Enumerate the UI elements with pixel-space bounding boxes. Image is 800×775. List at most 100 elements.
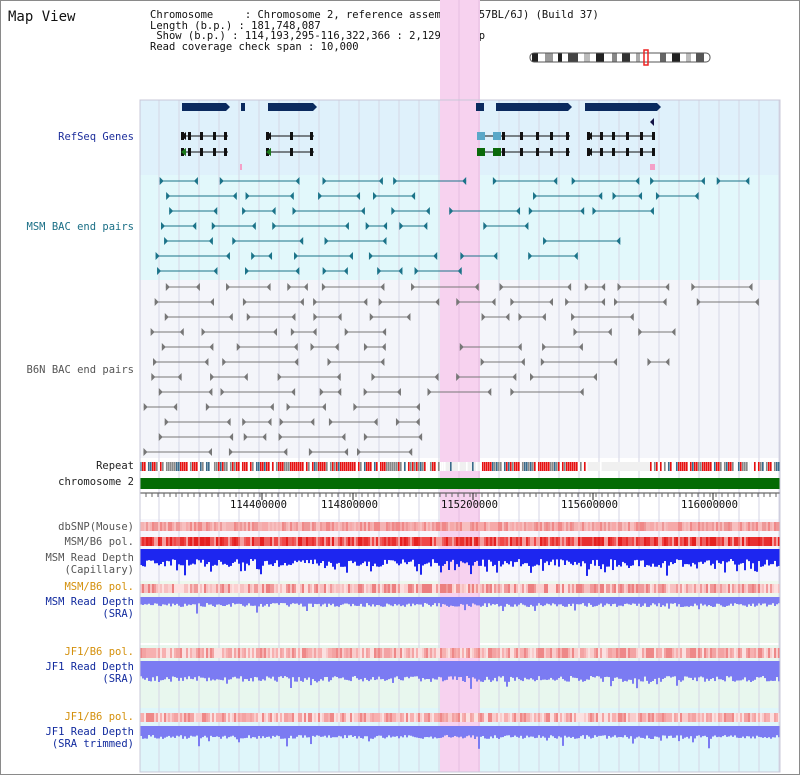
depth-bar (634, 661, 636, 679)
pol-cell (576, 713, 578, 722)
pol-cell (418, 648, 420, 658)
pol-cell (358, 713, 360, 722)
depth-bar (666, 549, 668, 576)
label-msm-b6-pol-1[interactable]: MSM/B6 pol. (64, 536, 134, 548)
repeat-mark (480, 462, 482, 471)
depth-bar (572, 597, 574, 604)
pol-cell (656, 537, 658, 546)
depth-bar (336, 726, 338, 738)
pol-cell (494, 537, 496, 546)
repeat-mark (336, 462, 338, 471)
repeat-mark (528, 462, 530, 471)
depth-bar (566, 549, 568, 561)
depth-bar (700, 597, 702, 604)
pol-cell (222, 537, 224, 546)
pol-cell (704, 522, 706, 531)
pol-cell (728, 522, 730, 531)
pol-cell (174, 713, 176, 722)
pol-cell (724, 522, 726, 531)
pol-cell (308, 537, 310, 546)
label-msm-depth-sra[interactable]: MSM Read Depth (SRA) (45, 596, 134, 620)
depth-bar (652, 597, 654, 604)
pol-cell (232, 537, 234, 546)
pol-cell (426, 713, 428, 722)
label-msm-depth-capillary[interactable]: MSM Read Depth (Capillary) (45, 552, 134, 576)
pol-cell (450, 648, 452, 658)
pol-cell (652, 584, 654, 593)
bac-end-right (299, 298, 304, 306)
depth-bar (430, 549, 432, 567)
depth-bar (484, 726, 486, 739)
label-b6n-bac[interactable]: B6N BAC end pairs (26, 364, 134, 376)
bac-end-left (161, 343, 166, 351)
pol-cell (498, 713, 500, 722)
pol-cell (612, 648, 614, 658)
pol-cell (718, 522, 720, 531)
depth-bar (518, 597, 520, 605)
label-dbsnp[interactable]: dbSNP(Mouse) (58, 521, 134, 533)
pol-cell (418, 584, 420, 593)
pol-cell (180, 648, 182, 658)
label-jf1-depth-sra[interactable]: JF1 Read Depth (SRA) (45, 661, 134, 685)
depth-bar (616, 661, 618, 678)
pol-cell (438, 713, 440, 722)
label-jf1-b6-pol-2[interactable]: JF1/B6 pol. (64, 711, 134, 723)
depth-bar (764, 726, 766, 738)
depth-bar (410, 549, 412, 562)
depth-bar (398, 661, 400, 679)
bac-end-right (598, 192, 603, 200)
pol-cell (548, 522, 550, 531)
depth-bar (328, 549, 330, 562)
pol-cell (482, 584, 484, 593)
depth-bar (268, 661, 270, 678)
depth-bar (498, 549, 500, 561)
pol-cell (334, 713, 336, 722)
depth-bar (638, 597, 640, 604)
depth-bar (352, 549, 354, 564)
label-refseq-genes[interactable]: RefSeq Genes (58, 131, 134, 143)
pol-cell (234, 648, 236, 658)
pol-cell (612, 584, 614, 593)
depth-bar (260, 549, 262, 575)
depth-bar (168, 661, 170, 680)
bac-end-left (319, 388, 324, 396)
label-jf1-depth-trimmed[interactable]: JF1 Read Depth (SRA trimmed) (45, 726, 134, 750)
depth-bar (586, 726, 588, 736)
label-repeat[interactable]: Repeat (96, 460, 134, 472)
ideogram-band (568, 53, 578, 62)
depth-bar (284, 661, 286, 677)
repeat-mark (354, 462, 356, 471)
pol-cell (634, 713, 636, 722)
depth-bar (322, 661, 324, 681)
depth-bar (348, 726, 350, 736)
pol-cell (606, 537, 608, 546)
pol-cell (554, 537, 556, 546)
pol-cell (698, 648, 700, 658)
pol-cell (376, 537, 378, 546)
repeat-track (140, 462, 780, 471)
pol-cell (356, 713, 358, 722)
pol-cell (720, 648, 722, 658)
repeat-mark (716, 462, 718, 471)
depth-bar (682, 726, 684, 739)
depth-bar (202, 661, 204, 678)
pol-cell (592, 522, 594, 531)
pol-cell (572, 584, 574, 593)
pol-cell (448, 522, 450, 531)
pol-cell (554, 648, 556, 658)
label-msm-bac[interactable]: MSM BAC end pairs (26, 221, 134, 233)
pol-cell (458, 584, 460, 593)
pol-cell (142, 537, 144, 546)
depth-bar (278, 597, 280, 605)
label-chromosome[interactable]: chromosome 2 (58, 476, 134, 488)
label-msm-b6-pol-2[interactable]: MSM/B6 pol. (64, 581, 134, 593)
depth-bar (326, 597, 328, 607)
depth-bar (634, 726, 636, 739)
pol-cell (626, 648, 628, 658)
repeat-mark (570, 462, 572, 471)
depth-bar (314, 661, 316, 682)
label-jf1-b6-pol-1[interactable]: JF1/B6 pol. (64, 646, 134, 658)
depth-bar (594, 726, 596, 736)
repeat-mark (542, 462, 544, 471)
